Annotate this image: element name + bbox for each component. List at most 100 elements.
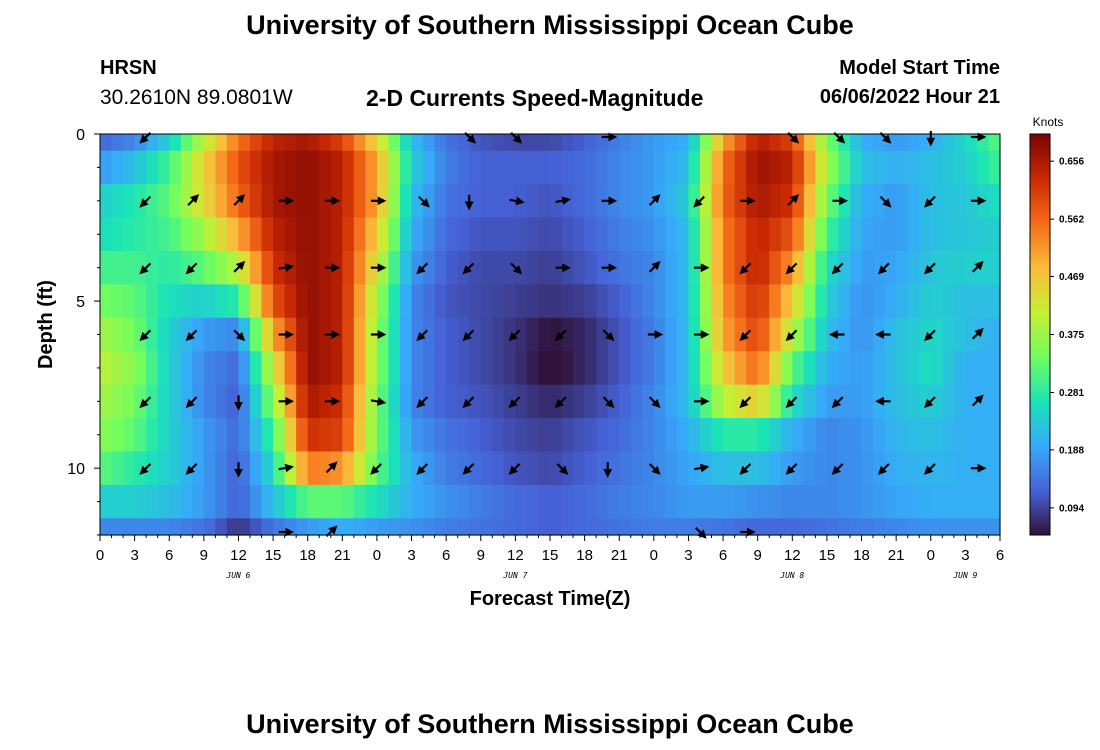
heatmap-cell <box>700 351 713 386</box>
current-arrow <box>185 463 198 475</box>
current-arrow <box>739 463 752 475</box>
heatmap-cell <box>469 250 482 285</box>
heatmap-cell <box>792 351 805 386</box>
x-tick-label: 0 <box>927 547 935 564</box>
heatmap-cell <box>584 484 597 519</box>
heatmap-cell <box>676 484 690 519</box>
heatmap-cell <box>550 484 563 519</box>
heatmap-cell <box>192 384 205 419</box>
heatmap-cell <box>584 184 597 219</box>
heatmap-cell <box>769 351 782 386</box>
heatmap-cell <box>873 217 886 252</box>
heatmap-cell <box>376 451 390 486</box>
x-tick-label: 6 <box>719 547 727 564</box>
heatmap-cell <box>526 518 540 536</box>
heatmap-cell <box>480 418 493 453</box>
heatmap-cell <box>492 351 505 386</box>
current-arrow <box>418 195 430 208</box>
colorbar-tick-label: 0.094 <box>1059 503 1084 514</box>
heatmap-cell <box>792 284 805 319</box>
heatmap-cell <box>596 134 609 152</box>
current-arrow <box>233 329 246 342</box>
heatmap-cell <box>446 250 459 285</box>
heatmap-cell <box>780 518 793 536</box>
heatmap-cell <box>584 518 597 536</box>
current-arrow <box>555 196 571 206</box>
heatmap-cell <box>607 351 620 386</box>
heatmap-cell <box>953 418 966 453</box>
heatmap-cell <box>619 451 632 486</box>
heatmap-cell <box>642 351 655 386</box>
colorbar-tick-label: 0.375 <box>1059 330 1084 341</box>
heatmap-cell <box>815 317 828 352</box>
heatmap-cell <box>146 317 159 352</box>
colorbar: Knots 0.094 0.188 0.281 0.375 0.469 0.562 0.65… <box>1029 115 1084 536</box>
heatmap-cell <box>250 484 263 519</box>
heatmap-cell <box>803 317 816 352</box>
heatmap-cell <box>815 284 828 319</box>
heatmap-cell <box>400 384 413 419</box>
current-vector-arrows <box>139 131 987 539</box>
heatmap-cell <box>123 150 136 185</box>
heatmap-cell <box>400 284 413 319</box>
colorbar-tick-label: 0.562 <box>1059 215 1084 226</box>
heatmap-cell <box>296 418 309 453</box>
current-arrow <box>233 194 246 206</box>
x-tick-label: 21 <box>334 547 351 564</box>
colorbar-scale <box>1029 133 1051 536</box>
heatmap-cell <box>746 351 759 386</box>
heatmap-cell <box>515 518 528 536</box>
heatmap-cell <box>284 134 297 152</box>
heatmap-cell <box>469 150 482 185</box>
heatmap-cell <box>400 484 413 519</box>
heatmap-cell <box>526 317 540 352</box>
heatmap-cell <box>896 384 909 419</box>
current-arrow <box>971 327 984 340</box>
heatmap-cell <box>665 184 678 219</box>
heatmap-cell <box>492 250 505 285</box>
heatmap-cell <box>607 284 620 319</box>
heatmap-cell <box>215 351 228 386</box>
heatmap-cell <box>838 250 851 285</box>
heatmap-cell <box>319 217 332 252</box>
heatmap-cell <box>226 317 240 352</box>
current-arrow <box>508 463 521 475</box>
heatmap-cell <box>319 451 332 486</box>
heatmap-cell <box>815 134 828 152</box>
heatmap-cell <box>861 317 874 352</box>
heatmap-cell <box>550 451 563 486</box>
heatmap-cell <box>480 250 493 285</box>
heatmap-cell <box>653 217 666 252</box>
current-arrow <box>462 262 475 275</box>
heatmap-cell <box>596 217 609 252</box>
heatmap-cell <box>619 351 632 386</box>
heatmap-cell <box>492 418 505 453</box>
x-tick-label: 6 <box>165 547 173 564</box>
heatmap-cell <box>365 484 378 519</box>
heatmap-cell <box>988 451 1001 486</box>
heatmap-cell <box>965 150 978 185</box>
heatmap-cell <box>388 384 401 419</box>
heatmap-cell <box>353 284 366 319</box>
heatmap-cell <box>619 184 632 219</box>
heatmap-cell <box>515 217 528 252</box>
heatmap-cell <box>411 518 424 536</box>
heatmap-cell <box>273 284 286 319</box>
colorbar-tick-label: 0.281 <box>1059 388 1084 399</box>
heatmap-cell <box>803 184 816 219</box>
heatmap-cell <box>988 284 1001 319</box>
heatmap-cell <box>492 134 505 152</box>
heatmap-cell <box>769 184 782 219</box>
heatmap-cell <box>480 134 493 152</box>
heatmap-cell <box>446 451 459 486</box>
heatmap-cell <box>573 384 586 419</box>
heatmap-cell <box>826 518 840 536</box>
heatmap-cell <box>526 418 540 453</box>
current-arrow <box>185 329 198 342</box>
heatmap-cell <box>111 518 124 536</box>
heatmap-cell <box>400 184 413 219</box>
heatmap-cell <box>365 351 378 386</box>
heatmap-cell <box>780 184 793 219</box>
heatmap-cell <box>273 351 286 386</box>
heatmap-cell <box>723 217 736 252</box>
